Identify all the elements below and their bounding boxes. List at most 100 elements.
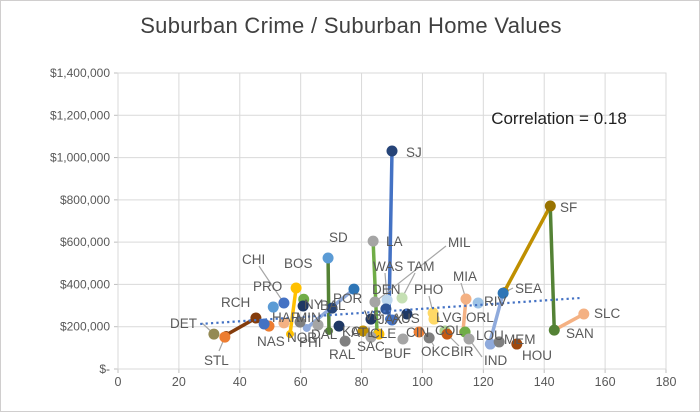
point-label-PHO: PHO xyxy=(414,282,443,297)
point-label-RAL: RAL xyxy=(329,347,356,362)
y-tick-label: $- xyxy=(99,362,110,376)
y-tick-label: $1,000,000 xyxy=(50,151,110,165)
point-label-MIA: MIA xyxy=(453,269,477,284)
point-BOS xyxy=(290,282,302,294)
point-MEM xyxy=(493,336,505,348)
segment-SD xyxy=(326,256,331,333)
correlation-annotation: Correlation = 0.18 xyxy=(491,109,627,128)
y-tick-label: $400,000 xyxy=(60,277,110,291)
segment-SAN xyxy=(548,205,557,332)
point-SF xyxy=(544,200,556,212)
point-KC xyxy=(333,320,345,332)
point-label-DAL: DAL xyxy=(311,327,338,342)
trendline xyxy=(200,296,581,326)
point-SAC xyxy=(365,331,377,343)
point-label-STL: STL xyxy=(204,353,229,368)
point-label-OKC: OKC xyxy=(421,344,451,359)
point-label-BAL: BAL xyxy=(320,298,346,313)
point-DAL xyxy=(312,319,324,331)
point-label-AUS: AUS xyxy=(392,311,420,326)
point-label-MIL: MIL xyxy=(448,235,471,250)
y-tick-label: $800,000 xyxy=(60,193,110,207)
point-LA xyxy=(367,235,379,247)
point-label-IND: IND xyxy=(484,353,508,368)
point-AUS xyxy=(401,308,413,320)
point-ATL xyxy=(357,325,369,337)
point-label-PHI: PHI xyxy=(299,335,322,350)
chart-title: Suburban Crime / Suburban Home Values xyxy=(140,13,562,38)
point-label-SAN: SAN xyxy=(566,326,594,341)
point-RCH xyxy=(250,312,262,324)
point-IND xyxy=(463,333,475,345)
point-CIN xyxy=(413,326,425,338)
point-label-HOU: HOU xyxy=(522,348,552,363)
segment-MIA xyxy=(461,297,468,334)
point-label-LA: LA xyxy=(386,234,403,249)
point-label-RIV: RIV xyxy=(484,294,507,309)
point-label-DET: DET xyxy=(170,316,197,331)
point-label-BOS: BOS xyxy=(284,256,313,271)
point-label-SLC: SLC xyxy=(594,306,621,321)
segment-RCH xyxy=(224,316,258,337)
point-MIA xyxy=(460,293,472,305)
y-tick-label: $1,200,000 xyxy=(50,108,110,122)
point-label-PRO: PRO xyxy=(253,279,282,294)
x-tick-label: 100 xyxy=(412,375,433,389)
point-label-BUF: BUF xyxy=(384,346,411,361)
point-RAL xyxy=(339,335,351,347)
x-tick-label: 180 xyxy=(656,375,677,389)
point-label-MEM: MEM xyxy=(504,332,536,347)
x-tick-label: 60 xyxy=(294,375,308,389)
point-DEN xyxy=(380,303,392,315)
point-label-CIN: CIN xyxy=(406,325,429,340)
point-SLC xyxy=(578,308,590,320)
point-CHI xyxy=(278,297,290,309)
point-STL xyxy=(219,331,231,343)
point-label-LVG: LVG xyxy=(436,310,462,325)
point-label-LOU: LOU xyxy=(476,328,504,343)
segment-SLC xyxy=(552,312,586,332)
x-tick-label: 40 xyxy=(233,375,247,389)
point-VB xyxy=(365,313,377,325)
point-JAX xyxy=(386,314,398,326)
point-SJ xyxy=(386,145,398,157)
point-label-NAS: NAS xyxy=(257,334,285,349)
point-MIL xyxy=(369,296,381,308)
segment-SF xyxy=(502,204,553,293)
point-POR xyxy=(348,283,360,295)
point-LOU xyxy=(484,338,496,350)
y-tick-label: $600,000 xyxy=(60,235,110,249)
y-tick-label: $200,000 xyxy=(60,320,110,334)
y-tick-label: $1,400,000 xyxy=(50,66,110,80)
point-label-SEA: SEA xyxy=(515,281,542,296)
point-label-SAC: SAC xyxy=(357,339,385,354)
point-label-NY: NY xyxy=(304,297,323,312)
point-label-VB: VB xyxy=(364,308,382,323)
point-BIR xyxy=(441,328,453,340)
segment-BOS xyxy=(288,286,298,336)
point-label-ORL: ORL xyxy=(466,310,494,325)
point-label-SJ: SJ xyxy=(406,145,422,160)
point-LVG xyxy=(428,313,440,325)
point-label-WAS: WAS xyxy=(373,259,403,274)
x-tick-label: 160 xyxy=(595,375,616,389)
point2-SD xyxy=(324,326,333,335)
point-SD xyxy=(322,252,334,264)
point-HOU xyxy=(511,338,523,350)
point-label-CHI: CHI xyxy=(242,252,265,267)
point-RIV xyxy=(472,297,484,309)
point-label-BIR: BIR xyxy=(451,344,474,359)
plot-border xyxy=(117,72,667,370)
point-HAR xyxy=(258,318,270,330)
point-PRO xyxy=(267,301,279,313)
point-OKC xyxy=(423,332,435,344)
point2-BOS xyxy=(286,330,295,339)
point-label-JAX: JAX xyxy=(378,312,403,327)
point-label-SF: SF xyxy=(560,200,577,215)
x-tick-label: 120 xyxy=(473,375,494,389)
point-label-DEN: DEN xyxy=(372,282,401,297)
point-NY xyxy=(297,300,309,312)
x-tick-label: 140 xyxy=(534,375,555,389)
